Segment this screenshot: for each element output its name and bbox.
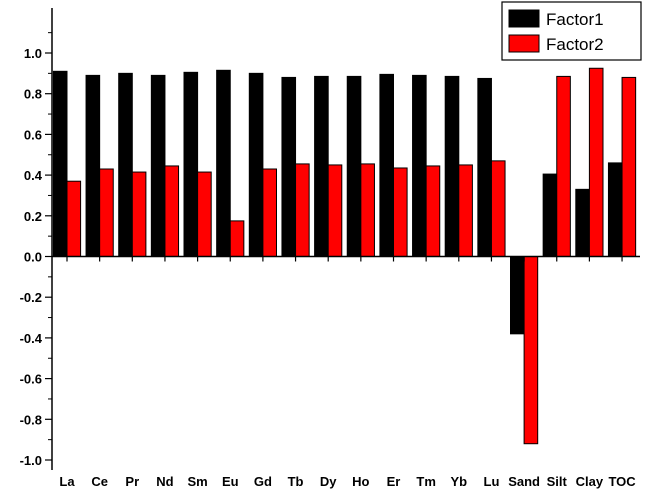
- x-tick-label-pr: Pr: [125, 474, 139, 489]
- bar-factor2-toc: [621, 76, 637, 257]
- bar-factor2-eu: [229, 220, 245, 257]
- bar-factor2-nd: [164, 165, 180, 257]
- bar-factor2-clay: [588, 67, 604, 258]
- y-tick-label: -0.6: [20, 372, 42, 387]
- x-tick-label-lu: Lu: [484, 474, 500, 489]
- y-tick-label: -0.4: [20, 331, 43, 346]
- x-tick-label-silt: Silt: [547, 474, 568, 489]
- bar-factor2-lu: [490, 160, 506, 257]
- x-tick-label-gd: Gd: [254, 474, 272, 489]
- bar-factor2-dy: [327, 164, 343, 257]
- bar-factor2-la: [66, 180, 82, 258]
- bar-factor1-yb: [444, 75, 460, 258]
- bar-factor2-tb: [295, 163, 310, 257]
- bar-factor1-ce: [85, 74, 101, 257]
- bar-factor2-silt: [556, 75, 571, 258]
- x-tick-label-sm: Sm: [187, 474, 207, 489]
- y-tick-label: 0.0: [24, 250, 42, 265]
- bar-factor1-clay: [575, 188, 590, 257]
- x-tick-label-dy: Dy: [320, 474, 337, 489]
- bar-factor1-dy: [314, 75, 329, 258]
- x-tick-label-ho: Ho: [352, 474, 369, 489]
- axes-layer: La Ce Pr Nd Sm Eu Gd Tb Dy Ho Er Tm Yb Lu Sand Silt Clay…: [20, 8, 640, 489]
- bar-factor1-pr: [118, 72, 133, 257]
- bar-factor2-gd: [262, 168, 277, 257]
- y-tick-label: 0.4: [24, 168, 43, 183]
- bar-factor1-la: [52, 70, 68, 257]
- y-tick-label: 0.6: [24, 127, 42, 142]
- bar-factor2-ce: [99, 168, 114, 257]
- x-tick-label-toc: TOC: [608, 474, 636, 489]
- bar-factor1-toc: [607, 162, 623, 257]
- legend-swatch-factor2: [508, 34, 540, 53]
- bar-factor2-ho: [360, 163, 375, 257]
- y-tick-label: -0.2: [20, 290, 42, 305]
- legend-label-factor2: Factor2: [546, 35, 604, 54]
- x-tick-label-er: Er: [387, 474, 401, 489]
- bars-layer: [52, 67, 637, 445]
- bar-factor1-sm: [183, 71, 199, 257]
- bar-factor1-sand: [510, 256, 525, 335]
- bar-factor2-er: [393, 167, 408, 257]
- bar-factor1-silt: [542, 173, 558, 257]
- x-tick-label-tm: Tm: [416, 474, 436, 489]
- legend: Factor1 Factor2: [501, 1, 642, 61]
- bar-factor2-yb: [458, 164, 473, 257]
- bar-factor2-pr: [131, 171, 147, 257]
- x-tick-label-yb: Yb: [450, 474, 467, 489]
- bar-factor2-sm: [197, 171, 212, 257]
- x-tick-label-nd: Nd: [156, 474, 173, 489]
- x-tick-label-ce: Ce: [91, 474, 108, 489]
- bar-factor1-eu: [216, 69, 231, 257]
- legend-label-factor1: Factor1: [546, 10, 604, 29]
- bar-factor1-tm: [412, 74, 427, 257]
- x-tick-label-la: La: [59, 474, 75, 489]
- x-tick-label-eu: Eu: [222, 474, 239, 489]
- y-tick-label: 0.2: [24, 209, 42, 224]
- x-tick-label-tb: Tb: [288, 474, 304, 489]
- bar-factor1-gd: [248, 72, 264, 257]
- legend-swatch-factor1: [508, 9, 540, 28]
- y-tick-label: -1.0: [20, 453, 42, 468]
- y-tick-label: 1.0: [24, 46, 42, 61]
- bar-factor1-lu: [477, 77, 492, 257]
- bar-factor2-tm: [425, 165, 441, 257]
- y-tick-label: -0.8: [20, 412, 42, 427]
- bar-factor2-sand: [523, 256, 539, 445]
- bar-factor1-ho: [346, 75, 362, 258]
- bar-factor1-nd: [150, 74, 166, 257]
- bar-factor1-er: [379, 73, 394, 258]
- y-tick-label: 0.8: [24, 87, 42, 102]
- bar-factor1-tb: [281, 76, 297, 257]
- x-tick-label-clay: Clay: [576, 474, 604, 489]
- x-tick-label-sand: Sand: [508, 474, 540, 489]
